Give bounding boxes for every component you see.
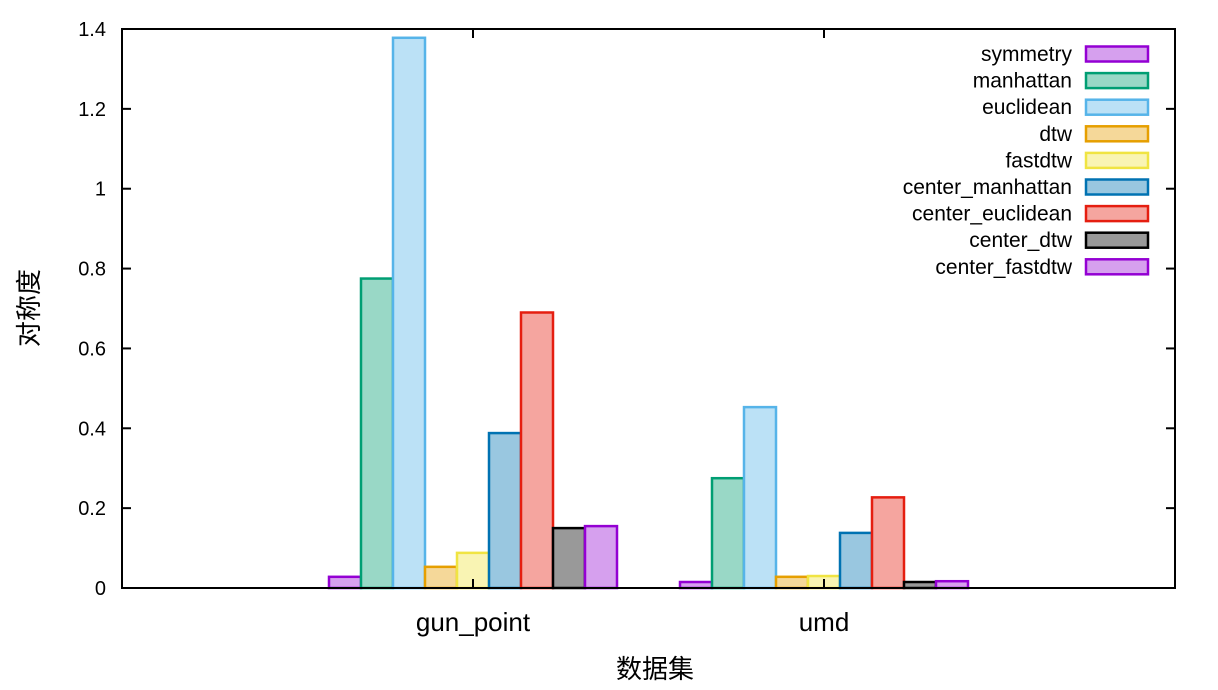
plot-frame [121, 28, 1176, 589]
legend-label-center_dtw: center_dtw [969, 229, 1073, 252]
legend: symmetry manhattan euclidean dtw fastdtw cent… [903, 43, 1150, 279]
bar-center_euclidean-umd [870, 496, 906, 590]
legend-swatch-center_dtw [1084, 231, 1150, 249]
legend-swatch-center_manhattan [1084, 178, 1150, 196]
y-tick-label: 1 [95, 179, 106, 201]
legend-label-manhattan: manhattan [973, 70, 1072, 93]
axis-ticks: 0 0.2 0.4 0.6 0.8 1 1.2 1.4 gun_point umd [78, 19, 1175, 637]
x-category-label: gun_point [416, 607, 531, 637]
y-axis-title: 对称度 [15, 269, 45, 347]
y-tick-label: 0.2 [78, 498, 106, 520]
bar-center_euclidean-gun_point [519, 311, 555, 590]
bar-center_manhattan-umd [838, 531, 874, 590]
legend-label-euclidean: euclidean [982, 96, 1072, 119]
bar-dtw-gun_point [423, 565, 459, 590]
x-axis-title: 数据集 [616, 655, 694, 685]
legend-label-center_fastdtw: center_fastdtw [935, 256, 1072, 279]
y-tick-label: 0.4 [78, 418, 106, 440]
legend-swatch-manhattan [1084, 71, 1150, 90]
legend-swatch-center_euclidean [1084, 204, 1150, 223]
bar-center_dtw-gun_point [551, 526, 587, 590]
legend-label-center_manhattan: center_manhattan [903, 176, 1072, 199]
bar-symmetry-gun_point [327, 575, 363, 590]
legend-label-dtw: dtw [1039, 123, 1073, 146]
bar-dtw-umd [774, 575, 810, 590]
y-tick-label: 1.4 [78, 19, 106, 41]
bar-center_fastdtw-gun_point [583, 524, 619, 590]
y-tick-label: 0.8 [78, 259, 106, 281]
x-category-label: umd [799, 607, 850, 637]
bar-manhattan-umd [710, 476, 746, 590]
legend-swatch-symmetry [1084, 45, 1150, 63]
bar-euclidean-umd [742, 405, 778, 590]
legend-swatch-center_fastdtw [1084, 258, 1150, 276]
bar-euclidean-gun_point [391, 36, 427, 590]
bars-group [327, 36, 970, 590]
bar-manhattan-gun_point [359, 277, 395, 590]
y-tick-label: 0 [95, 578, 106, 600]
bar-center_fastdtw-umd [934, 579, 970, 590]
legend-label-center_euclidean: center_euclidean [912, 203, 1072, 226]
y-tick-label: 1.2 [78, 99, 106, 121]
legend-label-fastdtw: fastdtw [1005, 149, 1072, 172]
legend-label-symmetry: symmetry [981, 43, 1072, 66]
legend-swatch-dtw [1084, 125, 1150, 143]
legend-swatch-fastdtw [1084, 151, 1150, 170]
legend-swatch-euclidean [1084, 98, 1150, 116]
y-tick-label: 0.6 [78, 338, 106, 360]
bar-center_manhattan-gun_point [487, 431, 523, 590]
